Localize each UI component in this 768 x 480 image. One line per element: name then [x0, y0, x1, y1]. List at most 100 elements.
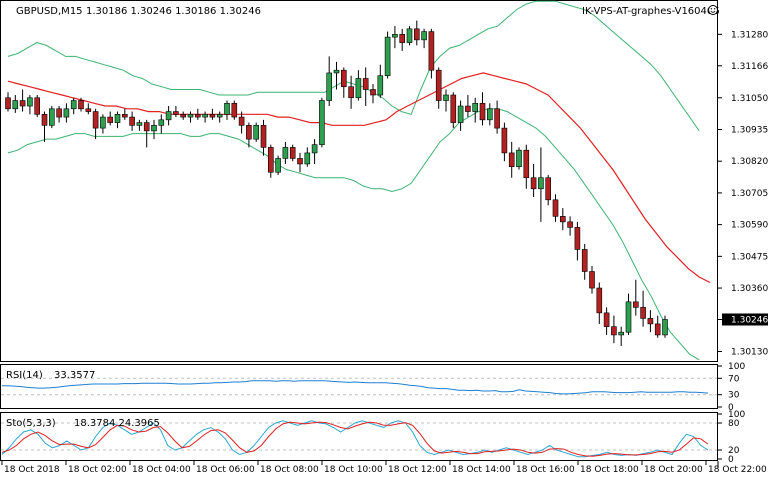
stoch-signal-line	[1, 421, 709, 457]
main-plot	[5, 0, 711, 361]
stoch-title: Sto(5,3,3)	[6, 418, 56, 429]
smiley-icon[interactable]	[708, 5, 718, 15]
time-tick-label: 18 Oct 22:00	[708, 465, 767, 475]
candle	[413, 20, 420, 46]
candle	[370, 83, 376, 104]
stoch-plot	[1, 420, 717, 458]
bollinger-upper-line	[7, 0, 700, 132]
price-tick-label: 1.30590	[731, 221, 768, 231]
candle-body-bear	[508, 152, 515, 168]
candle-body-bull	[12, 100, 19, 110]
rsi-value: 33.3577	[54, 370, 95, 381]
candle-body-bull	[114, 114, 121, 123]
candle	[319, 97, 325, 148]
candle-body-bear	[56, 108, 62, 118]
candle	[275, 155, 281, 175]
candle	[209, 108, 216, 120]
candle-body-bull	[392, 34, 398, 38]
candle	[654, 315, 661, 338]
candle	[187, 111, 194, 123]
candle	[136, 119, 143, 131]
candle	[508, 141, 515, 178]
level-label: 30	[728, 391, 740, 401]
candle	[304, 147, 311, 167]
candle-body-bear	[19, 100, 26, 107]
rsi-title: RSI(14)	[6, 370, 43, 381]
candle	[479, 92, 486, 126]
candle-body-bull	[100, 116, 106, 129]
candle	[421, 28, 427, 49]
time-tick-label: 18 Oct 06:00	[196, 465, 255, 475]
candle-body-bear	[267, 147, 274, 173]
candle	[122, 108, 128, 120]
candle	[165, 106, 172, 126]
candle	[267, 144, 274, 178]
candle	[618, 326, 625, 346]
candle	[567, 216, 573, 236]
candle-body-bull	[27, 97, 33, 107]
candle-body-bear	[523, 149, 530, 179]
ohlc-readout: 1.30186 1.30246 1.30186 1.30246	[86, 6, 261, 17]
candle	[457, 100, 464, 131]
candle-body-bear	[246, 125, 252, 140]
time-tick-label: 18 Oct 08:00	[260, 465, 319, 475]
candle	[19, 89, 26, 112]
candle	[158, 114, 165, 134]
candle	[282, 141, 289, 164]
candle-body-bull	[282, 147, 289, 159]
candle	[450, 92, 457, 129]
candle	[231, 100, 238, 120]
candle-body-bear	[640, 307, 646, 319]
candle-body-bull	[202, 114, 208, 118]
candle-body-bear	[413, 28, 420, 41]
time-tick-label: 18 Oct 18:00	[580, 465, 639, 475]
candle-body-bear	[231, 102, 238, 118]
time-tick-label: 18 Oct 12:00	[388, 465, 447, 475]
candle-body-bear	[494, 108, 500, 129]
candle-body-bear	[92, 111, 99, 129]
candle	[114, 111, 121, 129]
candle-body-bull	[48, 108, 55, 126]
candle-body-bear	[34, 97, 41, 115]
candle	[27, 95, 33, 115]
candle	[406, 26, 413, 46]
candle-body-bull	[662, 319, 668, 336]
candle-body-bear	[567, 221, 573, 228]
moving-average-line	[7, 72, 711, 284]
candle-body-bear	[122, 114, 128, 118]
candle-body-bear	[647, 318, 654, 325]
time-tick-label: 18 Oct 2018	[4, 465, 60, 475]
candle	[311, 139, 318, 164]
price-tick-label: 1.30935	[731, 125, 768, 135]
candle	[552, 194, 559, 222]
level-label: 0	[728, 455, 734, 465]
stoch-value: 18.3784 24.3965	[74, 418, 160, 429]
candle-body-bear	[41, 114, 48, 126]
time-tick-label: 18 Oct 16:00	[516, 465, 575, 475]
candle	[545, 174, 552, 206]
candle	[581, 243, 588, 280]
candle	[486, 103, 493, 126]
bollinger-lower-line	[7, 108, 700, 361]
candle-body-bull	[63, 108, 70, 118]
candle	[289, 144, 296, 162]
candle	[180, 111, 186, 120]
candle-body-bear	[611, 326, 617, 336]
candle	[662, 315, 668, 338]
candle	[56, 106, 62, 123]
candle	[340, 67, 347, 98]
time-tick-label: 18 Oct 14:00	[452, 465, 511, 475]
candle	[355, 70, 362, 101]
symbol-timeframe: GBPUSD,M15	[16, 6, 83, 17]
time-tick-label: 18 Oct 02:00	[68, 465, 127, 475]
candle-body-bull	[406, 28, 413, 43]
candle-body-bull	[538, 177, 544, 190]
candle	[326, 56, 333, 107]
candle-body-bull	[253, 125, 259, 140]
candle	[596, 282, 603, 324]
candle-body-bear	[297, 158, 303, 165]
candle-body-bull	[165, 111, 172, 121]
price-tick-label: 1.30705	[731, 189, 768, 199]
main-pane-frame	[0, 0, 718, 362]
